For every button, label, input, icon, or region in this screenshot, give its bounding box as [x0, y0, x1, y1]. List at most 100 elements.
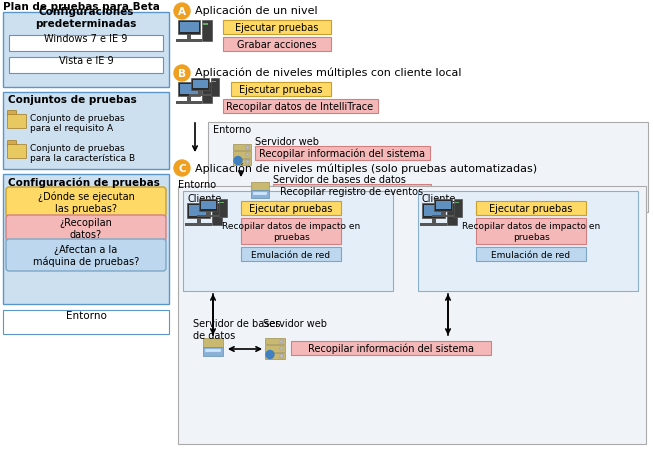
Bar [476, 202, 586, 216]
Text: Ejecutar pruebas: Ejecutar pruebas [489, 203, 573, 213]
Bar [265, 353, 285, 359]
Bar [176, 102, 202, 104]
Bar [214, 207, 219, 209]
Bar [231, 83, 331, 97]
Text: Emulación de red: Emulación de red [251, 250, 330, 259]
Bar [476, 219, 586, 244]
Bar [251, 183, 269, 191]
Circle shape [174, 161, 190, 177]
Text: Conjunto de pruebas
para el requisito A: Conjunto de pruebas para el requisito A [30, 114, 125, 133]
Bar [220, 202, 224, 204]
Text: Conjuntos de pruebas: Conjuntos de pruebas [8, 95, 136, 105]
Bar [3, 93, 169, 170]
Bar [241, 202, 341, 216]
Circle shape [174, 66, 190, 82]
Text: Ejecutar pruebas: Ejecutar pruebas [235, 23, 319, 33]
Circle shape [234, 157, 242, 165]
Text: Configuración de pruebas: Configuración de pruebas [8, 177, 160, 187]
Bar [189, 205, 209, 216]
Bar [436, 201, 451, 209]
Text: Entorno: Entorno [178, 179, 216, 189]
Text: Recopilar datos de IntelliTrace: Recopilar datos de IntelliTrace [227, 102, 374, 112]
Bar [233, 152, 251, 158]
Bar [432, 216, 454, 218]
Bar [208, 123, 648, 212]
Bar [183, 192, 393, 291]
Bar [193, 80, 208, 88]
Bar [187, 35, 191, 40]
Bar [176, 40, 202, 42]
Bar [203, 24, 208, 26]
Bar [420, 224, 447, 227]
Bar [212, 203, 223, 226]
Text: Vista e IE 9: Vista e IE 9 [59, 56, 114, 66]
Bar [246, 153, 249, 157]
Text: Aplicación de niveles múltiples (solo pruebas automatizadas): Aplicación de niveles múltiples (solo pr… [195, 163, 537, 173]
Bar [3, 13, 169, 88]
Text: Ejecutar pruebas: Ejecutar pruebas [239, 85, 323, 95]
Bar [202, 21, 212, 41]
Text: Recopilar información del sistema: Recopilar información del sistema [259, 148, 425, 159]
FancyBboxPatch shape [7, 111, 16, 116]
Bar [280, 354, 283, 358]
Bar [206, 212, 210, 216]
Bar [178, 83, 200, 97]
Text: ¿Afectan a la
máquina de pruebas?: ¿Afectan a la máquina de pruebas? [33, 244, 139, 267]
Bar [455, 202, 459, 204]
Bar [9, 36, 163, 52]
Bar [246, 146, 249, 149]
Text: ¿Recopilan
datos?: ¿Recopilan datos? [59, 218, 112, 239]
Text: ¿Dónde se ejecutan
las pruebas?: ¿Dónde se ejecutan las pruebas? [38, 192, 135, 214]
Text: Conjunto de pruebas
para la característica B: Conjunto de pruebas para la característi… [30, 144, 135, 163]
Bar [454, 199, 462, 217]
Bar [449, 207, 453, 209]
Bar [9, 58, 163, 74]
Bar [233, 159, 251, 166]
Bar [265, 345, 285, 352]
Bar [273, 184, 431, 198]
Text: Servidor web: Servidor web [263, 318, 327, 328]
Bar [241, 219, 341, 244]
Text: Servidor de bases de datos: Servidor de bases de datos [273, 175, 406, 184]
Bar [205, 350, 221, 353]
Text: Aplicación de un nivel: Aplicación de un nivel [195, 6, 317, 17]
Text: Cliente: Cliente [187, 193, 221, 203]
Bar [255, 147, 430, 161]
Text: Windows 7 e IE 9: Windows 7 e IE 9 [44, 34, 128, 44]
Bar [191, 79, 209, 91]
Bar [203, 86, 208, 88]
Bar [291, 341, 491, 355]
Bar [197, 219, 200, 224]
Bar [197, 216, 219, 218]
Bar [200, 201, 215, 209]
Bar [3, 310, 169, 334]
Bar [251, 191, 269, 199]
Text: Servidor web: Servidor web [255, 137, 319, 147]
Bar [180, 23, 199, 33]
Bar [424, 205, 444, 216]
Bar [3, 175, 169, 304]
Bar [246, 161, 249, 164]
Bar [476, 248, 586, 262]
Bar [223, 38, 331, 52]
Bar [185, 224, 212, 227]
Bar [203, 347, 223, 356]
Bar [178, 187, 646, 444]
FancyBboxPatch shape [7, 141, 16, 146]
Bar [211, 79, 219, 97]
Bar [265, 338, 285, 345]
Text: Plan de pruebas para Beta: Plan de pruebas para Beta [3, 2, 160, 12]
Text: Entorno: Entorno [213, 125, 251, 135]
Bar [187, 97, 191, 102]
FancyBboxPatch shape [7, 145, 27, 159]
Bar [223, 21, 331, 35]
Bar [434, 199, 452, 212]
Text: Emulación de red: Emulación de red [492, 250, 571, 259]
Bar [180, 84, 199, 95]
Bar [212, 82, 216, 83]
FancyBboxPatch shape [6, 188, 166, 217]
Text: Recopilar datos de impacto en
pruebas: Recopilar datos de impacto en pruebas [222, 222, 360, 241]
Bar [198, 91, 202, 95]
Text: Aplicación de niveles múltiples con cliente local: Aplicación de niveles múltiples con clie… [195, 68, 462, 78]
Text: Entorno: Entorno [65, 310, 106, 320]
